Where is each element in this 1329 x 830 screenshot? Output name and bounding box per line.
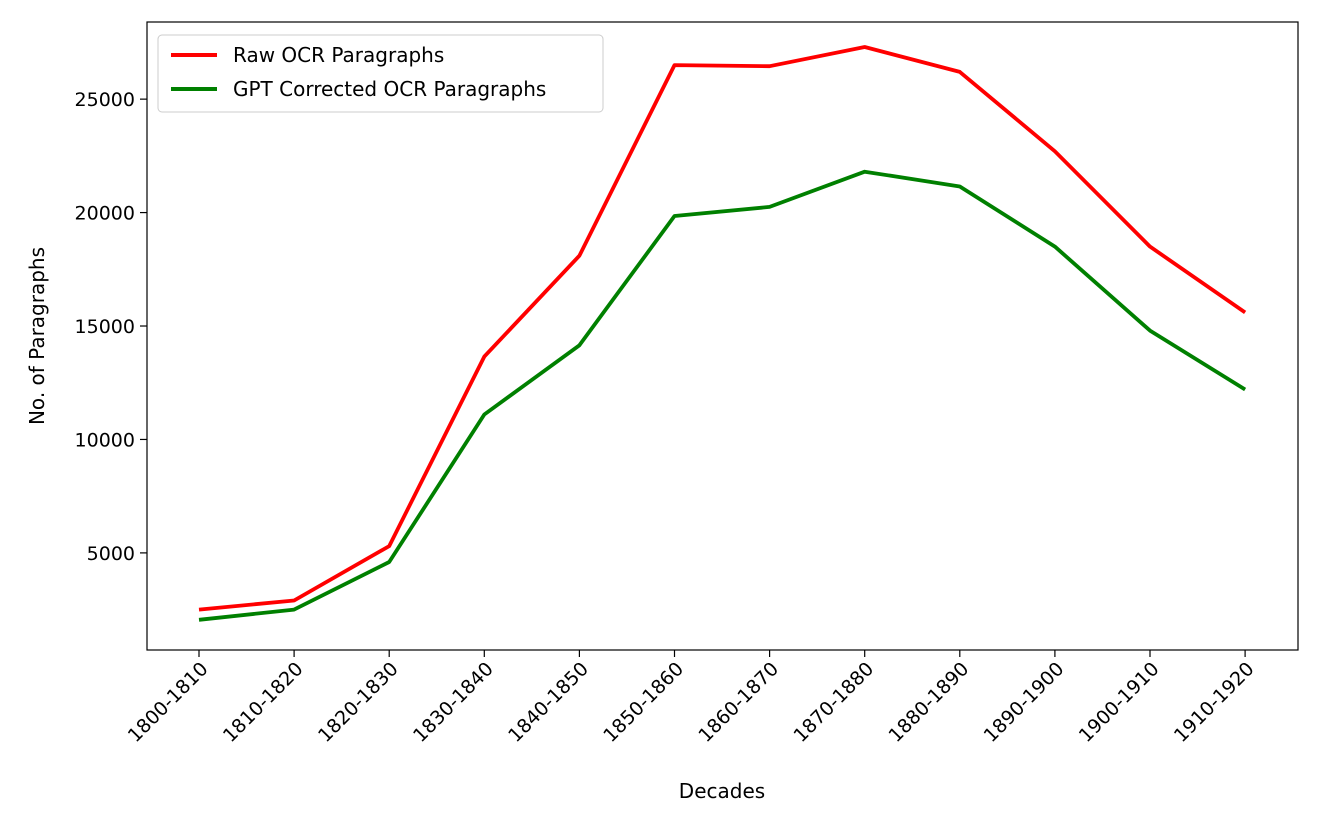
y-tick-label: 10000: [75, 429, 135, 451]
y-tick-label: 25000: [75, 89, 135, 111]
y-tick-label: 20000: [75, 203, 135, 225]
series-line-0: [198, 45, 1247, 612]
plot-frame: [146, 21, 1299, 651]
series-line-1: [198, 169, 1247, 622]
y-axis: 5000 10000 15000 20000 25000: [75, 89, 147, 565]
plot-marks: [198, 45, 1247, 622]
y-tick-label: 15000: [75, 316, 135, 338]
y-axis-title: No. of Paragraphs: [25, 247, 49, 425]
x-axis-title: Decades: [679, 779, 765, 803]
legend: Raw OCR Paragraphs GPT Corrected OCR Par…: [157, 34, 604, 113]
legend-label-gpt-corrected: GPT Corrected OCR Paragraphs: [233, 77, 546, 101]
y-tick-label: 5000: [87, 543, 135, 565]
legend-label-raw-ocr: Raw OCR Paragraphs: [233, 43, 444, 67]
legend-box: [157, 34, 604, 113]
